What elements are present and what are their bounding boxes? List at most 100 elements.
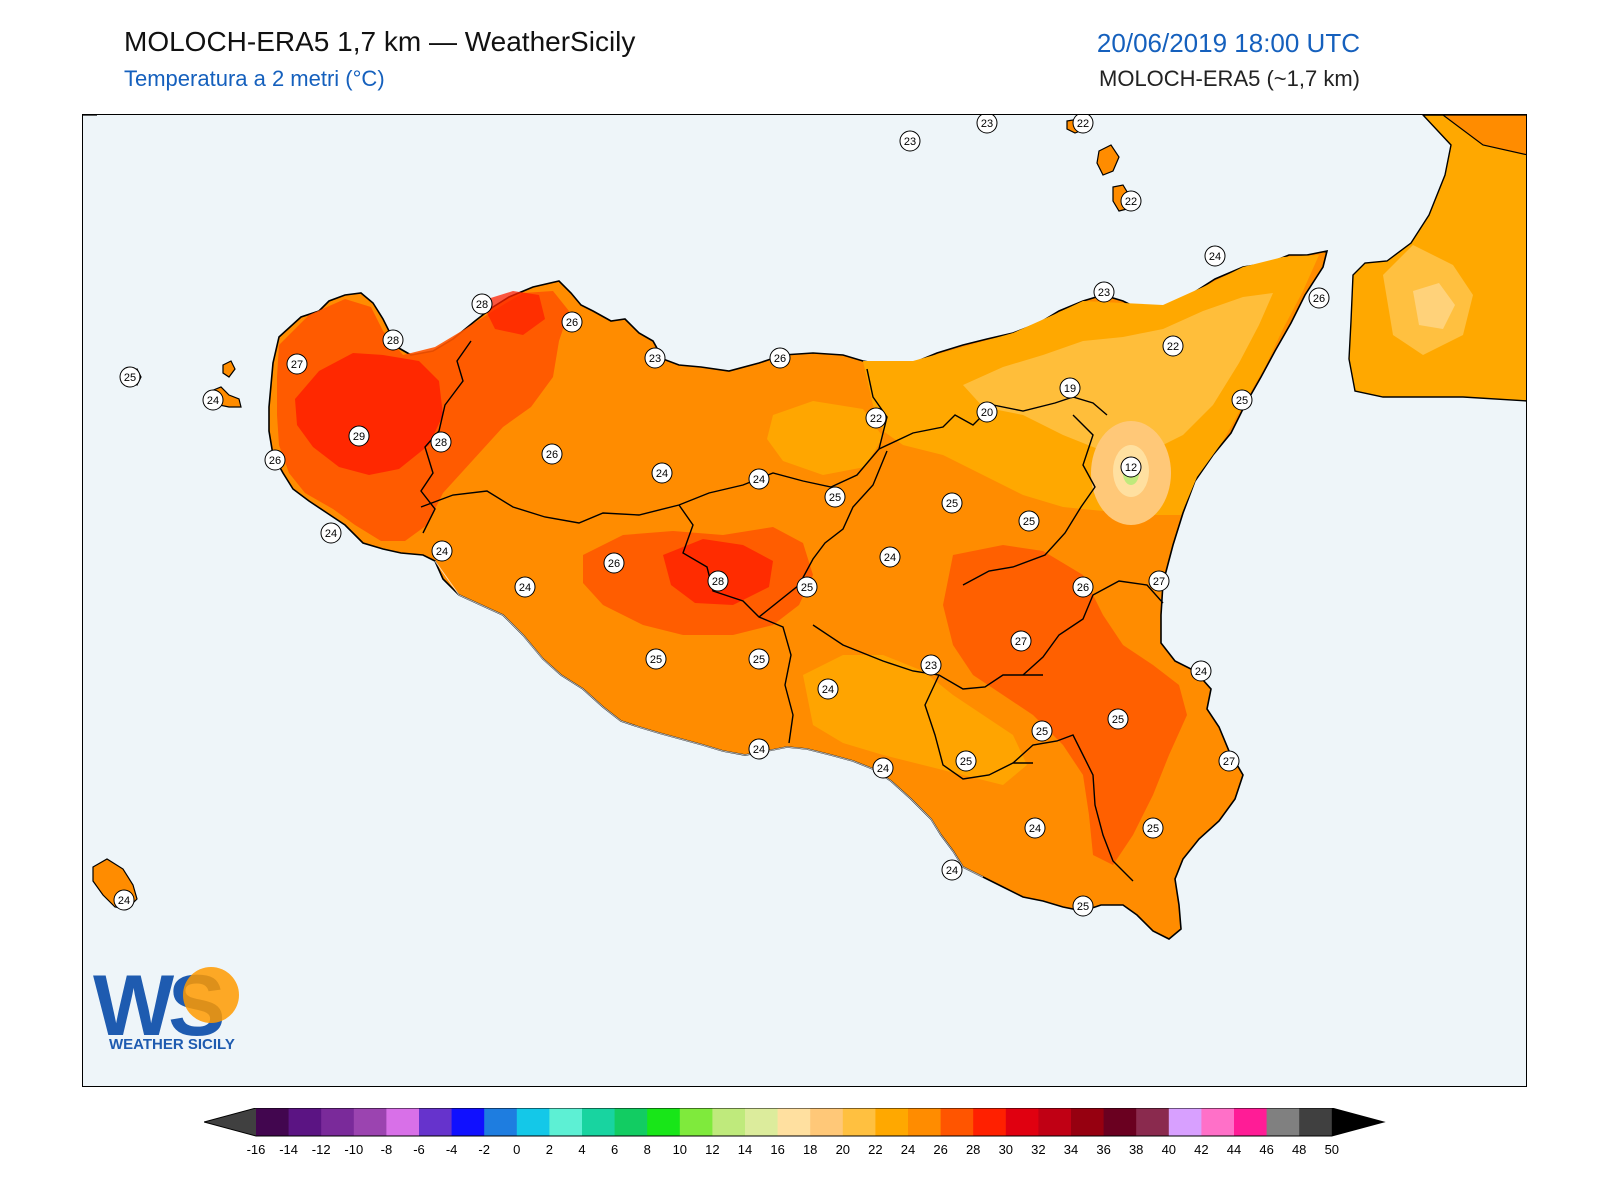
station-label: 24 xyxy=(872,757,894,779)
station-value: 23 xyxy=(649,353,661,365)
station-value: 26 xyxy=(566,317,578,329)
station-label: 24 xyxy=(514,576,536,598)
station-label: 26 xyxy=(264,449,286,471)
station-label: 24 xyxy=(202,389,224,411)
colorbar-swatch xyxy=(908,1108,942,1136)
station-label: 26 xyxy=(769,347,791,369)
colorbar-swatch xyxy=(777,1108,811,1136)
colorbar: -16 -14 -12 -10 -8 -6 -4 -2 0 2 4 6 8 10 12 14 16 18 20 22 2… xyxy=(202,1107,1404,1178)
station-label: 25 xyxy=(941,492,963,514)
colorbar-swatch xyxy=(288,1108,322,1136)
station-marker xyxy=(748,738,770,760)
station-label: 22 xyxy=(865,407,887,429)
station-value: 25 xyxy=(801,582,813,594)
station-marker xyxy=(1024,817,1046,839)
station-label: 23 xyxy=(920,654,942,676)
station-label: 19 xyxy=(1059,377,1081,399)
weathersicily-logo: WS WEATHER SICILY xyxy=(93,958,239,1054)
colorbar-tick-label: 0 xyxy=(513,1142,520,1157)
island-levanzo xyxy=(222,360,236,378)
station-label: 24 xyxy=(651,462,673,484)
colorbar-tick-label: -16 xyxy=(247,1142,266,1157)
station-label: 25 xyxy=(119,366,141,388)
colorbar-swatch xyxy=(1266,1108,1300,1136)
station-marker xyxy=(430,431,452,453)
station-marker xyxy=(865,407,887,429)
station-marker xyxy=(264,449,286,471)
station-value: 20 xyxy=(981,407,993,419)
station-label: 12 xyxy=(1120,456,1142,478)
station-label: 28 xyxy=(707,570,729,592)
station-marker xyxy=(1072,576,1094,598)
colorbar-tick-label: -6 xyxy=(413,1142,425,1157)
colorbar-tick-label: 42 xyxy=(1194,1142,1208,1157)
station-value: 23 xyxy=(981,118,993,130)
colorbar-frame xyxy=(202,1107,1386,1137)
station-label: 23 xyxy=(899,130,921,152)
calabria xyxy=(1348,115,1526,402)
colorbar-tick-label: -4 xyxy=(446,1142,458,1157)
colorbar-swatch xyxy=(940,1108,974,1136)
colorbar-swatch xyxy=(516,1108,550,1136)
station-label: 26 xyxy=(541,443,563,465)
station-label: 23 xyxy=(644,347,666,369)
colorbar-swatch xyxy=(451,1108,485,1136)
station-marker xyxy=(824,486,846,508)
station-label: 24 xyxy=(431,540,453,562)
station-value: 24 xyxy=(436,546,448,558)
station-label: 28 xyxy=(471,293,493,315)
station-marker xyxy=(113,889,135,911)
colorbar-over-arrow xyxy=(1331,1108,1384,1136)
colorbar-tick-label: -2 xyxy=(478,1142,490,1157)
colorbar-swatch xyxy=(1071,1108,1105,1136)
station-marker xyxy=(976,401,998,423)
colorbar-swatch xyxy=(549,1108,583,1136)
station-marker xyxy=(1010,630,1032,652)
colorbar-swatch xyxy=(1299,1108,1333,1136)
station-label: 24 xyxy=(941,859,963,881)
station-value: 24 xyxy=(207,395,219,407)
station-value: 25 xyxy=(946,498,958,510)
heat-northwest xyxy=(481,291,545,335)
station-marker xyxy=(955,750,977,772)
station-value: 25 xyxy=(960,756,972,768)
station-label: 26 xyxy=(561,311,583,333)
colorbar-tick-label: 26 xyxy=(933,1142,947,1157)
station-value: 24 xyxy=(325,528,337,540)
station-value: 25 xyxy=(124,372,136,384)
station-marker xyxy=(1120,190,1142,212)
colorbar-tick-label: 48 xyxy=(1292,1142,1306,1157)
colorbar-swatch xyxy=(386,1108,420,1136)
station-value: 23 xyxy=(925,660,937,672)
station-value: 26 xyxy=(269,455,281,467)
colorbar-swatch xyxy=(1136,1108,1170,1136)
station-value: 24 xyxy=(884,552,896,564)
coastline-highlight xyxy=(434,560,984,878)
station-label: 24 xyxy=(748,738,770,760)
station-label: 24 xyxy=(1204,245,1226,267)
colorbar-tick-label: 14 xyxy=(738,1142,752,1157)
station-label: 29 xyxy=(348,425,370,447)
sicily-island xyxy=(268,249,1329,940)
station-marker xyxy=(1218,750,1240,772)
colorbar-tick-label: 38 xyxy=(1129,1142,1143,1157)
colorbar-swatch xyxy=(614,1108,648,1136)
colorbar-swatch xyxy=(1234,1108,1268,1136)
station-value: 25 xyxy=(1236,395,1248,407)
colorbar-tick-label: 34 xyxy=(1064,1142,1078,1157)
station-label: 25 xyxy=(955,750,977,772)
station-marker xyxy=(645,648,667,670)
station-marker xyxy=(202,389,224,411)
cool-northeast-inner xyxy=(963,293,1273,455)
station-label: 26 xyxy=(1308,287,1330,309)
colorbar-swatch xyxy=(647,1108,681,1136)
station-marker xyxy=(1231,389,1253,411)
station-marker xyxy=(1072,115,1094,134)
colorbar-tick-label: 22 xyxy=(868,1142,882,1157)
colorbar-swatch xyxy=(712,1108,746,1136)
colorbar-swatch xyxy=(875,1108,909,1136)
station-value: 25 xyxy=(1077,901,1089,913)
colorbar-swatch xyxy=(419,1108,453,1136)
colorbar-tick-label: 36 xyxy=(1096,1142,1110,1157)
colorbar-swatch xyxy=(1103,1108,1137,1136)
